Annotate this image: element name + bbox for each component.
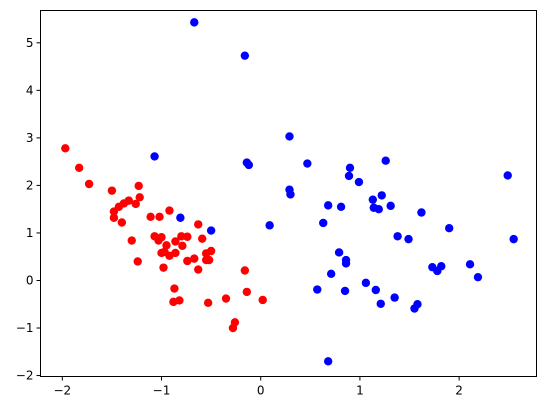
x-axis: −2 −1 0 1 2 [53,376,463,398]
data-point [240,266,250,275]
data-point [117,218,127,227]
data-point [473,272,483,282]
data-point [404,234,413,244]
data-point [183,256,192,266]
data-point [190,254,199,263]
data-point [319,218,328,228]
data-point [178,241,187,250]
data-point [183,232,192,241]
data-point [345,163,355,173]
data-point [374,204,383,214]
y-tick-label: 2 [26,178,34,192]
data-point [368,195,378,204]
data-point [171,248,180,258]
data-point [206,226,216,235]
data-point [135,193,144,202]
data-point [228,323,238,333]
data-point [437,262,446,271]
data-point [127,236,136,245]
y-axis: −2 −1 0 1 2 3 4 5 [16,36,41,383]
data-point [194,220,203,229]
data-point [509,234,518,244]
data-point [150,152,159,161]
data-point [344,171,354,181]
data-point [323,201,333,210]
data-point [361,278,371,288]
data-point [190,18,199,27]
x-tick-label: −1 [153,384,171,398]
data-point [176,213,185,222]
data-point [84,179,94,189]
y-tick-label: −1 [16,321,34,335]
data-point [107,186,117,195]
y-tick-label: 0 [26,273,34,287]
data-point [159,263,168,272]
data-point [154,236,163,245]
data-point [175,296,184,305]
data-point [413,300,422,309]
data-point [390,293,399,302]
data-point [381,156,390,165]
x-tick-label: −2 [53,384,71,398]
data-point [157,248,166,258]
data-point [258,295,267,305]
y-tick-label: 4 [26,83,34,97]
data-point [377,191,386,200]
data-point [206,246,216,256]
data-point [445,224,454,233]
data-point [61,144,70,153]
data-point [109,213,119,222]
data-point [162,241,171,250]
points-layer [61,18,518,366]
data-point [155,212,164,221]
data-point [74,163,84,173]
data-point [171,237,180,246]
data-point [334,248,344,257]
data-point [326,269,336,279]
data-point [265,221,274,230]
data-point [131,199,140,209]
data-point [336,202,346,212]
data-point [503,171,512,180]
x-tick-label: 2 [455,384,463,398]
data-point [240,51,250,60]
data-point [465,260,475,269]
data-point [376,299,385,308]
data-point [393,232,402,241]
data-point [354,177,364,187]
y-tick-label: 1 [26,226,34,240]
data-point [203,298,213,308]
data-point [204,255,214,265]
y-tick-label: −2 [16,369,34,383]
data-point [146,212,155,221]
data-point [165,206,174,215]
y-tick-label: 5 [26,36,34,50]
data-point [124,196,133,205]
data-point [194,265,203,274]
plot-frame [40,10,537,377]
data-point [323,357,333,366]
data-point [133,257,142,266]
data-point [417,208,426,217]
x-tick-label: 0 [257,384,265,398]
x-tick-label: 1 [356,384,364,398]
data-point [134,181,143,191]
data-point [221,294,231,303]
data-point [313,285,322,294]
data-point [286,190,295,199]
data-point [242,287,252,297]
data-point [285,132,294,141]
y-tick-label: 3 [26,131,34,145]
data-point [340,286,350,296]
data-point [244,160,254,170]
data-point [303,159,312,168]
data-point [170,284,179,293]
data-point [371,285,380,295]
data-point [198,234,207,243]
data-point [341,259,351,268]
data-point [386,201,395,211]
